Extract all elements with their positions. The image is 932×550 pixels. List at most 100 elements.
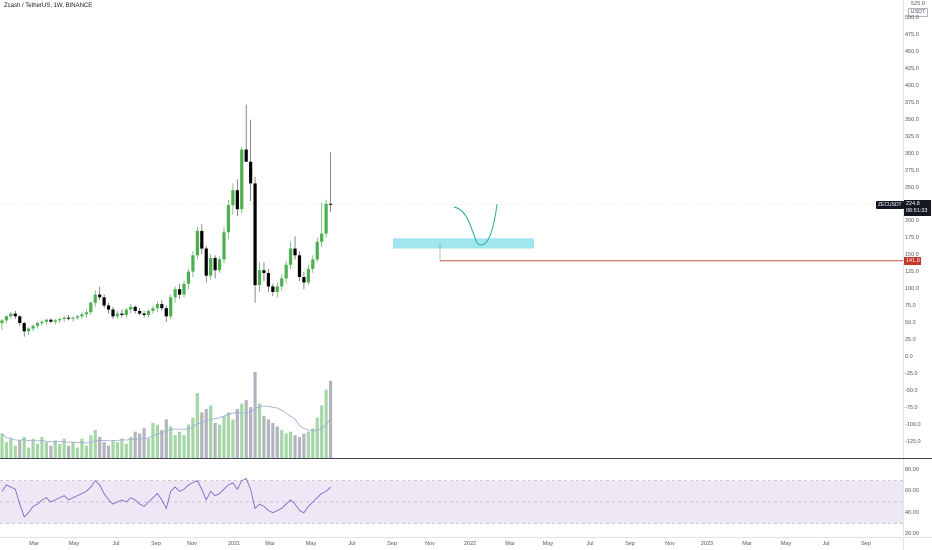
candle-body bbox=[235, 190, 239, 210]
time-tick-label: 2023 bbox=[700, 541, 714, 547]
candle-body bbox=[40, 321, 44, 324]
candle-body bbox=[27, 328, 31, 332]
candle-body bbox=[35, 323, 40, 326]
volume-bar bbox=[115, 442, 120, 458]
volume-bar bbox=[249, 407, 253, 458]
symbol-tag: ZECUSDT bbox=[876, 201, 904, 209]
time-tick-label: Sep bbox=[625, 541, 635, 547]
candle-body bbox=[75, 316, 80, 318]
time-tick-label: May bbox=[780, 541, 792, 547]
volume-bar bbox=[44, 442, 48, 458]
time-tick-label: Mar bbox=[742, 541, 752, 547]
pane-separator[interactable] bbox=[0, 458, 932, 459]
volume-bar bbox=[231, 419, 235, 458]
candle-body bbox=[204, 248, 208, 276]
candle-body bbox=[275, 286, 279, 292]
price-tick-label: 300.0 bbox=[905, 150, 919, 157]
time-tick-label: Sep bbox=[861, 541, 871, 547]
candle-body bbox=[4, 316, 9, 321]
price-tick-label: 125.0 bbox=[905, 269, 919, 276]
candle-body bbox=[31, 325, 35, 329]
candle-body bbox=[231, 190, 235, 206]
price-tick-label: -50.0 bbox=[905, 387, 918, 394]
time-tick-label: Mar bbox=[29, 541, 39, 547]
candle-body bbox=[124, 309, 128, 315]
candle-body bbox=[44, 319, 48, 322]
volume-bar bbox=[244, 400, 248, 458]
volume-bar bbox=[155, 424, 159, 458]
candle-body bbox=[315, 241, 319, 260]
volume-bar bbox=[195, 393, 199, 458]
candle-body bbox=[293, 248, 297, 256]
candle-body bbox=[129, 306, 133, 310]
candle-body bbox=[62, 317, 66, 320]
volume-bar bbox=[200, 412, 204, 458]
volume-bar bbox=[217, 424, 222, 458]
volume-bar bbox=[58, 443, 62, 458]
time-tick-label: Sep bbox=[387, 541, 397, 547]
price-tick-label: -100.0 bbox=[905, 421, 921, 428]
candle-body bbox=[253, 183, 257, 286]
axis-settings-corner[interactable] bbox=[903, 537, 932, 550]
price-tick-label: 400.0 bbox=[905, 82, 919, 89]
rsi-axis[interactable] bbox=[903, 459, 932, 536]
candle-body bbox=[213, 258, 217, 271]
volume-bar bbox=[169, 426, 173, 458]
price-tick-label: 50.0 bbox=[905, 320, 916, 327]
price-axis[interactable] bbox=[903, 0, 932, 459]
time-axis[interactable] bbox=[0, 537, 903, 550]
horizontal-line-price-tag: 141.9 bbox=[904, 257, 921, 265]
candle-body bbox=[80, 314, 84, 317]
volume-bar bbox=[35, 443, 40, 458]
candle-body bbox=[133, 306, 137, 311]
volume-bar bbox=[209, 405, 213, 458]
volume-bar bbox=[31, 438, 35, 458]
volume-bar bbox=[280, 429, 284, 458]
volume-bar bbox=[84, 445, 88, 458]
candle-body bbox=[209, 258, 213, 276]
candle-body bbox=[102, 297, 106, 306]
candle-body bbox=[289, 248, 293, 265]
volume-bar bbox=[138, 433, 142, 458]
candle-body bbox=[53, 320, 57, 322]
candle-body bbox=[328, 203, 333, 205]
candle-body bbox=[151, 308, 155, 311]
price-tick-label: 275.0 bbox=[905, 167, 919, 174]
currency-badge[interactable]: USDT bbox=[908, 8, 928, 17]
time-tick-label: Jul bbox=[586, 541, 594, 547]
volume-bar bbox=[22, 436, 26, 458]
price-tick-label: 200.0 bbox=[905, 218, 919, 225]
volume-bar bbox=[142, 428, 146, 458]
time-tick-label: May bbox=[542, 541, 554, 547]
volume-bar bbox=[235, 408, 239, 458]
candle-body bbox=[49, 319, 53, 322]
time-tick-label: 2022 bbox=[463, 541, 477, 547]
time-tick-label: Nov bbox=[665, 541, 675, 547]
price-tick-label: 250.0 bbox=[905, 184, 919, 191]
volume-bar bbox=[191, 417, 195, 458]
candle-body bbox=[58, 319, 62, 321]
candle-body bbox=[111, 309, 115, 317]
candle-body bbox=[262, 270, 266, 273]
candle-body bbox=[164, 308, 168, 317]
candle-body bbox=[18, 316, 22, 324]
price-unit-label[interactable]: 525.0 USDT bbox=[904, 1, 932, 17]
candle-body bbox=[226, 205, 231, 233]
candle-body bbox=[200, 230, 204, 249]
volume-bar bbox=[204, 408, 208, 458]
candle-body bbox=[302, 276, 306, 283]
support-zone bbox=[393, 238, 534, 249]
candle-body bbox=[22, 323, 26, 332]
candle-body bbox=[311, 259, 315, 269]
time-tick-label: Mar bbox=[505, 541, 515, 547]
volume-bar bbox=[133, 431, 137, 458]
candle-body bbox=[186, 271, 191, 284]
time-tick-label: May bbox=[68, 541, 80, 547]
price-tick-label: 500.0 bbox=[905, 15, 919, 21]
candle-body bbox=[240, 149, 244, 210]
price-tick-label: 25.0 bbox=[905, 337, 916, 344]
time-tick-label: Jul bbox=[112, 541, 120, 547]
volume-bar bbox=[253, 372, 257, 458]
